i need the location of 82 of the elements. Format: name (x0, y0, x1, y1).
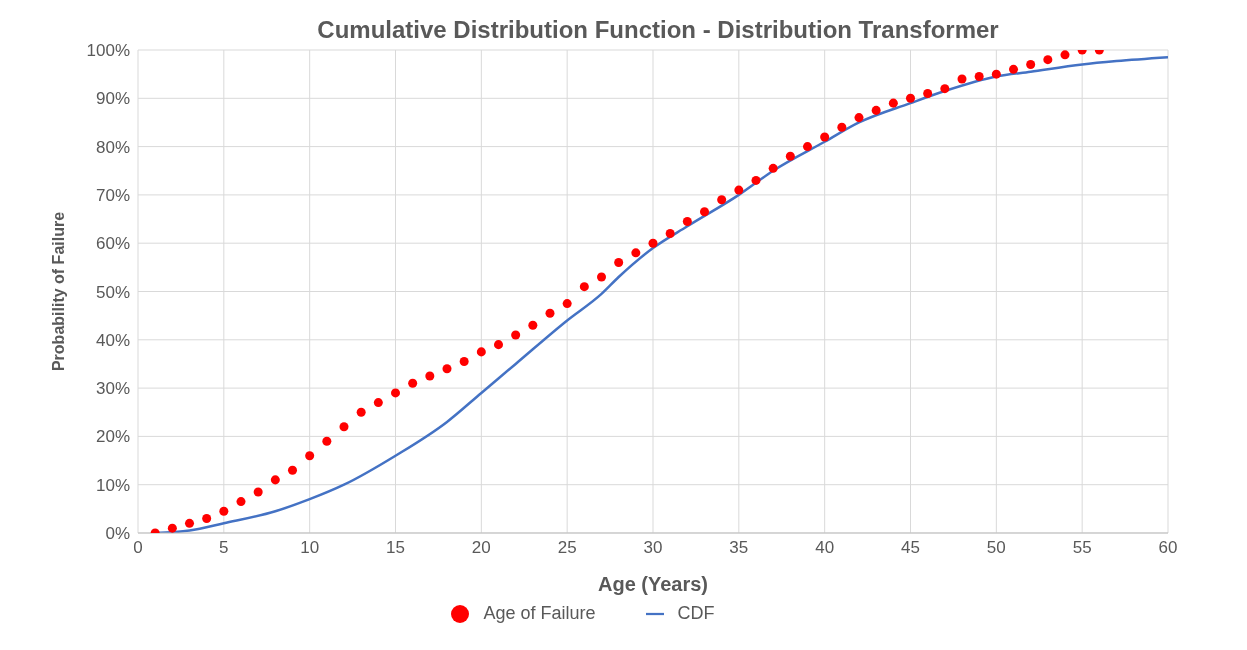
point (184, 518, 195, 528)
x-axis-title: Age (Years) (597, 573, 709, 595)
x-tick-label: 60 (1158, 538, 1178, 558)
point (408, 378, 418, 388)
point (905, 93, 916, 103)
point (528, 320, 538, 330)
point (820, 132, 830, 142)
point (167, 523, 177, 533)
x-tick-label: 15 (386, 538, 405, 558)
y-tick-label: 30% (95, 379, 130, 399)
point (699, 207, 710, 217)
x-tick-label: 10 (300, 538, 320, 558)
point (957, 74, 967, 84)
y-tick-label: 10% (95, 475, 130, 495)
point (974, 72, 984, 82)
point (511, 330, 521, 340)
y-tick-label: 50% (95, 282, 130, 302)
point (253, 487, 263, 497)
x-tick-label: 50 (986, 538, 1006, 558)
point (1043, 55, 1053, 65)
point (682, 216, 692, 226)
point (425, 371, 435, 381)
point (888, 98, 898, 108)
point (751, 175, 761, 185)
point (493, 340, 504, 350)
point (614, 258, 624, 268)
y-tick-label: 60% (95, 234, 130, 254)
y-axis-title: Probability of Failure (49, 211, 67, 372)
point (287, 465, 298, 475)
point (442, 364, 452, 374)
point (219, 506, 229, 516)
point (1060, 50, 1070, 60)
point (768, 163, 778, 173)
point (923, 88, 933, 98)
point (390, 388, 401, 398)
point (940, 84, 950, 94)
point (837, 122, 847, 132)
x-tick-label: 20 (471, 538, 491, 558)
y-tick-label: 70% (95, 185, 130, 205)
point (854, 113, 864, 123)
x-tick-label: 55 (1072, 538, 1092, 558)
point (665, 229, 675, 239)
point (631, 248, 641, 258)
point (579, 282, 589, 292)
point (545, 308, 555, 318)
point (305, 451, 315, 461)
point (339, 422, 349, 432)
point (562, 299, 572, 309)
point (322, 436, 332, 446)
y-tick-label: 90% (95, 89, 130, 109)
point (373, 398, 383, 408)
y-tick-label: 0% (105, 524, 130, 544)
point (871, 105, 881, 115)
point (1026, 59, 1036, 69)
point (476, 347, 486, 357)
point (202, 514, 212, 524)
legend-label: CDF (677, 603, 715, 623)
point (270, 475, 280, 485)
point (717, 195, 727, 205)
x-tick-label: 45 (901, 538, 920, 558)
x-tick-label: 5 (219, 538, 229, 558)
y-tick-label: 80% (95, 137, 130, 157)
point (734, 185, 744, 195)
point (802, 142, 813, 152)
y-tick-label: 40% (95, 330, 130, 350)
point (785, 151, 795, 161)
point (991, 69, 1001, 79)
chart-title: Cumulative Distribution Function - Distribution Transformer (317, 16, 999, 43)
x-tick-label: 0 (133, 538, 143, 558)
point (356, 407, 366, 417)
point (648, 238, 658, 248)
legend-label: Age of Failure (483, 603, 596, 623)
x-tick-label: 35 (729, 538, 749, 558)
y-tick-label: 20% (95, 427, 130, 447)
x-tick-label: 40 (815, 538, 835, 558)
y-tick-label: 100% (86, 41, 130, 61)
point (236, 497, 246, 507)
point (1008, 64, 1019, 74)
x-tick-label: 25 (557, 538, 577, 558)
point (596, 272, 607, 282)
x-tick-label: 30 (643, 538, 663, 558)
point (459, 357, 469, 367)
